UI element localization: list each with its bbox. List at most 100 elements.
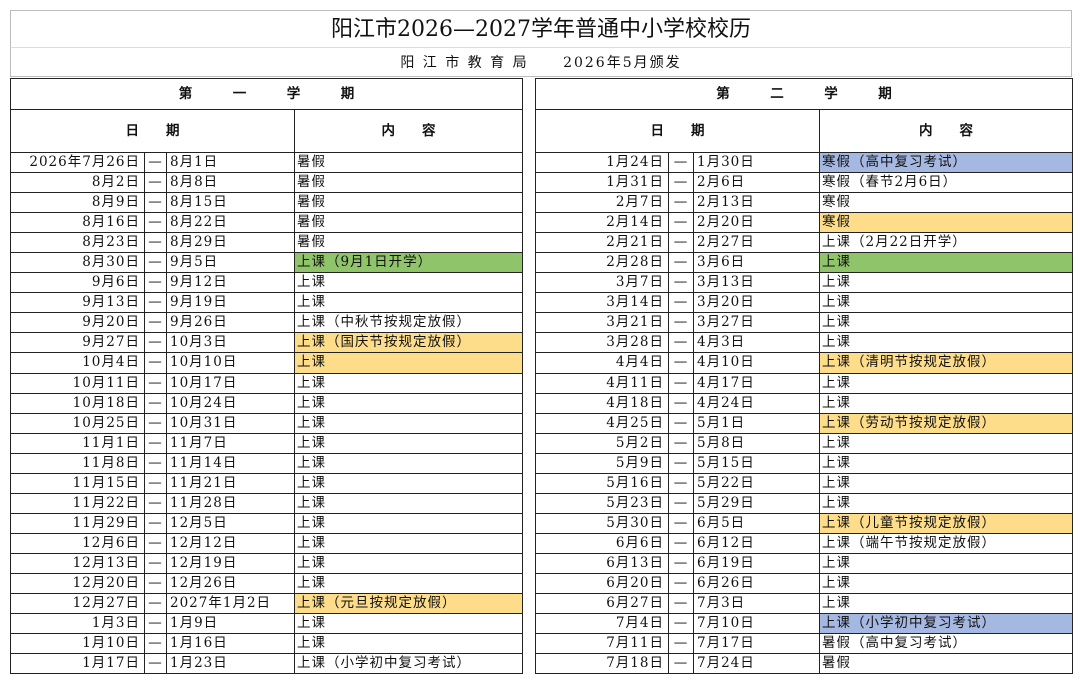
week-start-date: 6月20日 — [535, 572, 669, 595]
date-separator: — — [668, 332, 694, 354]
week-start-date: 2月21日 — [535, 232, 669, 254]
week-content: 上课 — [819, 312, 1073, 334]
week-start-date: 2月7日 — [535, 192, 669, 214]
week-content: 暑假 — [294, 151, 523, 174]
semester-2-date-header: 日 期 — [535, 109, 820, 153]
date-separator: — — [144, 272, 167, 294]
date-separator: — — [668, 613, 694, 635]
semester-1-table: 第 一 学 期 日 期 内 容 2026年7月26日 —8月1日 暑假 8月2日 —8月… — [10, 78, 523, 675]
week-start-date: 1月10日 — [10, 633, 145, 655]
week-start-date: 1月31日 — [535, 172, 669, 194]
date-separator: — — [144, 653, 167, 675]
week-content: 暑假 — [294, 212, 523, 234]
week-start-date: 4月25日 — [535, 412, 669, 434]
week-row: 4月4日 —4月10日 上课（清明节按规定放假） — [535, 352, 1073, 374]
week-end-date: 2月13日 — [693, 192, 820, 214]
week-start-date: 6月6日 — [535, 532, 669, 554]
week-end-date: 10月3日 — [166, 332, 295, 354]
week-end-date: 11月21日 — [166, 472, 295, 494]
week-end-date: 5月29日 — [693, 492, 820, 514]
date-separator: — — [144, 352, 167, 374]
week-start-date: 5月9日 — [535, 452, 669, 474]
week-end-date: 12月26日 — [166, 572, 295, 595]
week-start-date: 3月28日 — [535, 332, 669, 354]
week-content: 上课 — [294, 613, 523, 635]
week-end-date: 10月10日 — [166, 352, 295, 374]
week-end-date: 3月13日 — [693, 272, 820, 294]
week-row: 7月11日 —7月17日 暑假（高中复习考试） — [535, 633, 1073, 655]
week-row: 6月6日 —6月12日 上课（端午节按规定放假） — [535, 532, 1073, 554]
date-separator: — — [144, 593, 167, 615]
week-start-date: 5月23日 — [535, 492, 669, 514]
week-content: 上课（小学初中复习考试） — [819, 613, 1073, 635]
week-row: 4月18日 —4月24日 上课 — [535, 392, 1073, 414]
week-start-date: 6月27日 — [535, 593, 669, 615]
week-start-date: 8月30日 — [10, 252, 145, 274]
week-end-date: 7月17日 — [693, 633, 820, 655]
date-separator: — — [144, 332, 167, 354]
week-end-date: 4月10日 — [693, 352, 820, 374]
week-end-date: 1月9日 — [166, 613, 295, 635]
week-content: 上课 — [819, 492, 1073, 514]
week-start-date: 7月11日 — [535, 633, 669, 655]
week-end-date: 7月24日 — [693, 653, 820, 675]
week-end-date: 6月19日 — [693, 552, 820, 574]
week-content: 上课（中秋节按规定放假） — [294, 312, 523, 334]
date-separator: — — [668, 232, 694, 254]
week-start-date: 3月21日 — [535, 312, 669, 334]
week-row: 5月23日 —5月29日 上课 — [535, 492, 1073, 514]
week-content: 上课 — [294, 512, 523, 534]
date-separator: — — [668, 272, 694, 294]
week-end-date: 6月5日 — [693, 512, 820, 534]
week-row: 9月6日 —9月12日 上课 — [10, 272, 523, 294]
week-start-date: 10月11日 — [10, 372, 145, 394]
date-separator: — — [144, 633, 167, 655]
week-row: 2月21日 —2月27日 上课（2月22日开学） — [535, 232, 1073, 254]
week-end-date: 3月6日 — [693, 252, 820, 274]
week-row: 12月6日 —12月12日 上课 — [10, 532, 523, 554]
week-content: 寒假（春节2月6日） — [819, 172, 1073, 194]
week-start-date: 2月14日 — [535, 212, 669, 234]
week-start-date: 8月23日 — [10, 232, 145, 254]
week-start-date: 12月6日 — [10, 532, 145, 554]
week-start-date: 5月30日 — [535, 512, 669, 534]
week-row: 11月29日 —12月5日 上课 — [10, 512, 523, 534]
week-row: 9月20日 —9月26日 上课（中秋节按规定放假） — [10, 312, 523, 334]
week-content: 上课 — [819, 292, 1073, 314]
date-separator: — — [144, 472, 167, 494]
week-row: 12月13日 —12月19日 上课 — [10, 552, 523, 574]
semester-2-content-header: 内 容 — [819, 109, 1073, 153]
date-separator: — — [144, 412, 167, 434]
week-content: 上课 — [819, 472, 1073, 494]
week-end-date: 12月12日 — [166, 532, 295, 554]
date-separator: — — [668, 212, 694, 234]
week-content: 上课 — [294, 492, 523, 514]
week-row: 12月27日 —2027年1月2日 上课（元旦按规定放假） — [10, 593, 523, 615]
week-content: 上课 — [294, 392, 523, 414]
week-row: 3月28日 —4月3日 上课 — [535, 332, 1073, 354]
week-end-date: 12月5日 — [166, 512, 295, 534]
week-row: 1月10日 —1月16日 上课 — [10, 633, 523, 655]
week-content: 上课 — [819, 432, 1073, 454]
date-separator: — — [668, 151, 694, 174]
week-row: 6月13日 —6月19日 上课 — [535, 552, 1073, 574]
date-separator: — — [144, 292, 167, 314]
week-start-date: 4月4日 — [535, 352, 669, 374]
date-separator: — — [668, 312, 694, 334]
week-content: 寒假（高中复习考试） — [819, 151, 1073, 174]
week-row: 4月25日 —5月1日 上课（劳动节按规定放假） — [535, 412, 1073, 434]
date-separator: — — [144, 172, 167, 194]
date-separator: — — [144, 512, 167, 534]
week-start-date: 5月2日 — [535, 432, 669, 454]
week-row: 2月7日 —2月13日 寒假 — [535, 192, 1073, 214]
week-content: 上课 — [819, 572, 1073, 595]
week-row: 1月3日 —1月9日 上课 — [10, 613, 523, 635]
week-content: 暑假 — [294, 232, 523, 254]
date-separator: — — [668, 192, 694, 214]
week-row: 10月4日 —10月10日 上课 — [10, 352, 523, 374]
week-start-date: 8月2日 — [10, 172, 145, 194]
week-end-date: 11月14日 — [166, 452, 295, 474]
date-separator: — — [668, 492, 694, 514]
week-row: 3月21日 —3月27日 上课 — [535, 312, 1073, 334]
week-start-date: 11月15日 — [10, 472, 145, 494]
